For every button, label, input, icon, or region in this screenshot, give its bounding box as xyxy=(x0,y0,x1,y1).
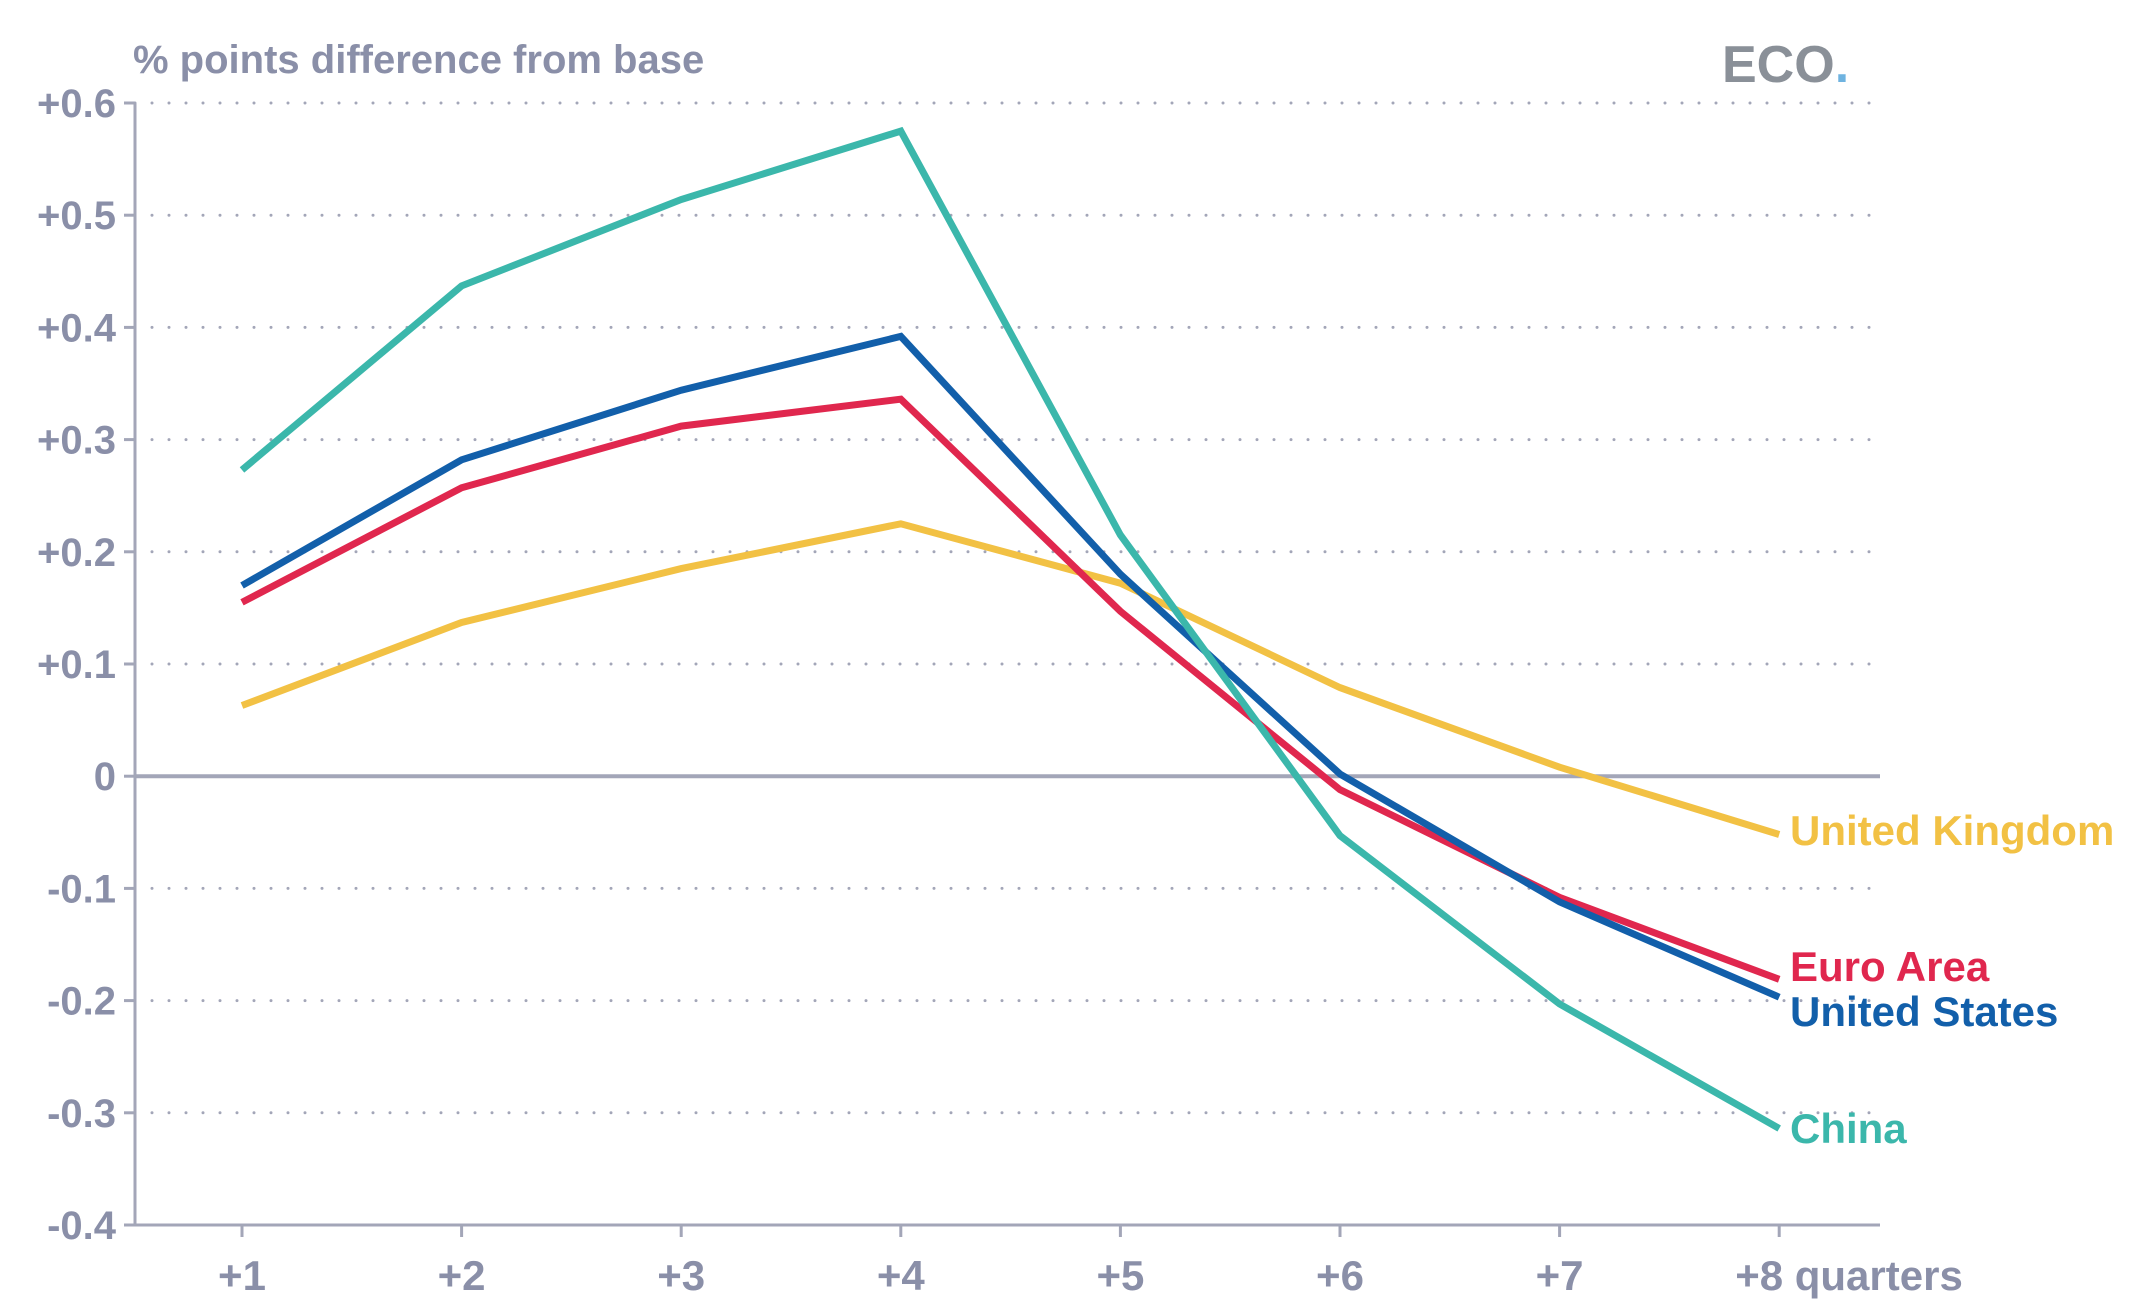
series-line-united-kingdom xyxy=(240,520,1781,838)
x-tick-label: +8 quarters xyxy=(1735,1252,1963,1299)
gridlines xyxy=(133,101,1882,1115)
x-tick-label: +3 xyxy=(657,1252,705,1299)
series-label-united-kingdom: United Kingdom xyxy=(1790,807,2114,854)
svg-text:ECO.: ECO. xyxy=(1722,36,1849,94)
y-axis-title: % points difference from base xyxy=(133,38,704,82)
series-line-china xyxy=(239,126,1781,1132)
y-tick-label: +0.3 xyxy=(37,419,116,463)
x-tick-label: +6 xyxy=(1316,1252,1364,1299)
x-tick-label: +2 xyxy=(438,1252,486,1299)
eco-logo-dot: . xyxy=(1835,36,1849,94)
y-tick-label: +0.6 xyxy=(37,82,116,126)
axes xyxy=(124,101,1880,1237)
series-line-united-states xyxy=(240,332,1781,1001)
y-tick-label: -0.4 xyxy=(47,1204,117,1248)
y-tick-label: +0.2 xyxy=(37,531,116,575)
series-label-china: China xyxy=(1790,1105,1907,1152)
y-tick-label: +0.1 xyxy=(37,643,116,687)
x-tick-label: +5 xyxy=(1096,1252,1144,1299)
eco-logo: ECO. xyxy=(1722,36,1849,94)
series-label-united-states: United States xyxy=(1790,988,2058,1035)
series-label-euro-area: Euro Area xyxy=(1790,943,1990,990)
x-tick-label: +7 xyxy=(1536,1252,1584,1299)
series-lines xyxy=(239,126,1781,1132)
eco-logo-text: ECO xyxy=(1722,36,1835,94)
x-tick-label: +4 xyxy=(877,1252,926,1299)
x-tick-label: +1 xyxy=(218,1252,266,1299)
x-tick-labels: +1 +2 +3 +4 +5 +6 +7 +8 quarters xyxy=(218,1252,1963,1299)
y-tick-label: +0.5 xyxy=(37,194,116,238)
y-tick-label: -0.2 xyxy=(47,980,116,1024)
y-tick-label: -0.3 xyxy=(47,1092,116,1136)
y-tick-label: -0.1 xyxy=(47,867,116,911)
y-tick-label: +0.4 xyxy=(37,306,117,350)
y-tick-label: 0 xyxy=(94,755,116,799)
y-tick-labels: +0.6 +0.5 +0.4 +0.3 +0.2 +0.1 0 -0.1 -0.2 -0.3 -0.… xyxy=(37,82,117,1248)
